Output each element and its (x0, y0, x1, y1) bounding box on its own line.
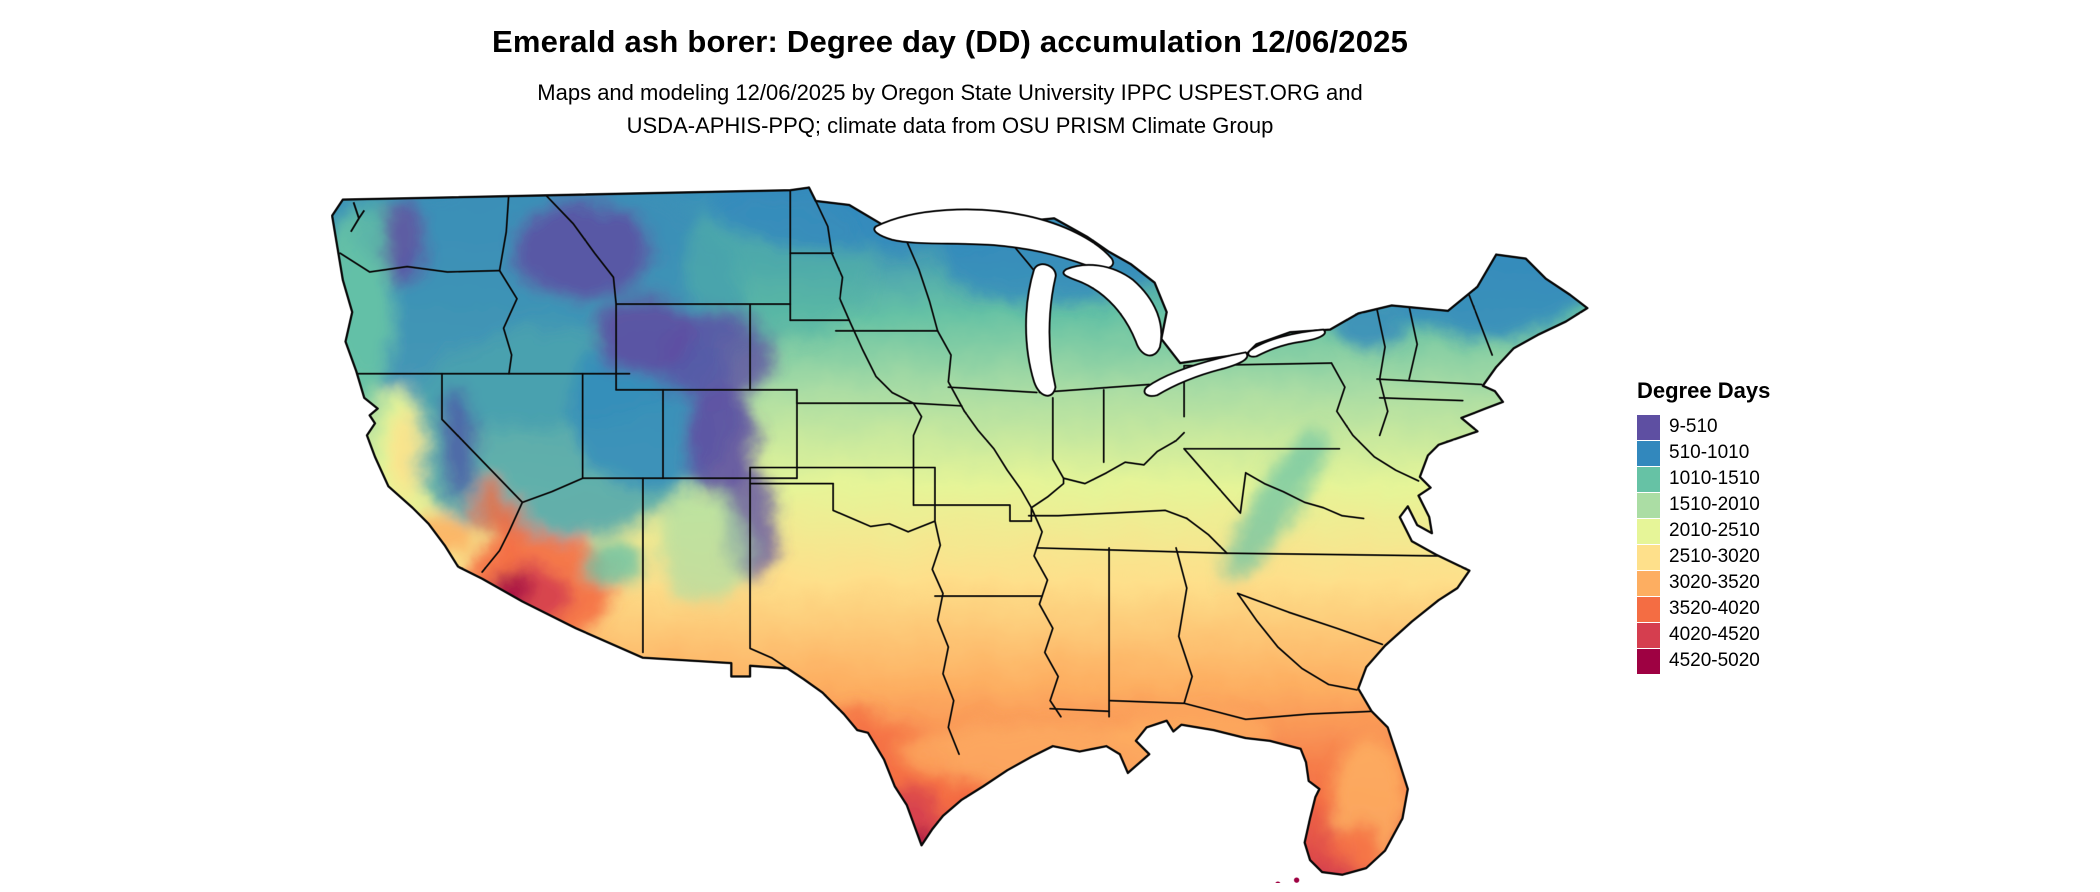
page-subtitle: Maps and modeling 12/06/2025 by Oregon S… (492, 76, 1408, 142)
degree-day-raster-layer (332, 187, 1588, 875)
lake-ontario (1247, 328, 1326, 358)
legend-row: 1010-1510 (1637, 466, 1770, 492)
great-lakes (873, 208, 1326, 397)
us-outline (330, 186, 1589, 876)
legend-swatch (1637, 518, 1660, 544)
legend: Degree Days 9-510 510-1010 1010-1510 1510-2… (1637, 378, 1770, 674)
legend-swatch (1637, 492, 1660, 518)
legend-label: 1010-1510 (1669, 468, 1760, 489)
legend-row: 2510-3020 (1637, 544, 1770, 570)
legend-swatch (1637, 622, 1660, 648)
subtitle-line-1: Maps and modeling 12/06/2025 by Oregon S… (537, 80, 1363, 105)
legend-label: 510-1010 (1669, 442, 1750, 463)
legend-label: 9-510 (1669, 416, 1718, 437)
legend-swatch (1637, 440, 1660, 466)
legend-row: 510-1010 (1637, 440, 1770, 466)
legend-swatch (1637, 466, 1660, 492)
lake-michigan (1025, 263, 1057, 397)
puget-sound (350, 201, 366, 233)
lake-huron (1062, 263, 1163, 357)
legend-label: 1510-2010 (1669, 494, 1760, 515)
legend-label: 4020-4520 (1669, 624, 1760, 645)
heading: Emerald ash borer: Degree day (DD) accum… (492, 24, 1408, 142)
legend-entries: 9-510 510-1010 1010-1510 1510-2010 2010-2510… (1637, 414, 1770, 674)
legend-row: 1510-2010 (1637, 492, 1770, 518)
us-degree-day-map (330, 186, 1589, 883)
legend-label: 4520-5020 (1669, 650, 1760, 671)
lake-erie (1143, 351, 1249, 397)
legend-label: 2010-2510 (1669, 520, 1760, 541)
legend-row: 3020-3520 (1637, 570, 1770, 596)
legend-label: 2510-3020 (1669, 546, 1760, 567)
legend-row: 2010-2510 (1637, 518, 1770, 544)
legend-row: 4020-4520 (1637, 622, 1770, 648)
map-container (308, 186, 1594, 883)
legend-swatch (1637, 648, 1660, 674)
legend-swatch (1637, 544, 1660, 570)
legend-swatch (1637, 596, 1660, 622)
legend-label: 3020-3520 (1669, 572, 1760, 593)
subtitle-line-2: USDA-APHIS-PPQ; climate data from OSU PR… (626, 113, 1274, 138)
page-title: Emerald ash borer: Degree day (DD) accum… (491, 24, 1409, 59)
legend-swatch (1637, 570, 1660, 596)
legend-row: 4520-5020 (1637, 648, 1770, 674)
legend-swatch (1637, 414, 1660, 440)
legend-row: 9-510 (1637, 414, 1770, 440)
legend-label: 3520-4020 (1669, 598, 1760, 619)
florida-keys (1275, 877, 1300, 883)
legend-row: 3520-4020 (1637, 596, 1770, 622)
legend-title: Degree Days (1637, 378, 1771, 403)
